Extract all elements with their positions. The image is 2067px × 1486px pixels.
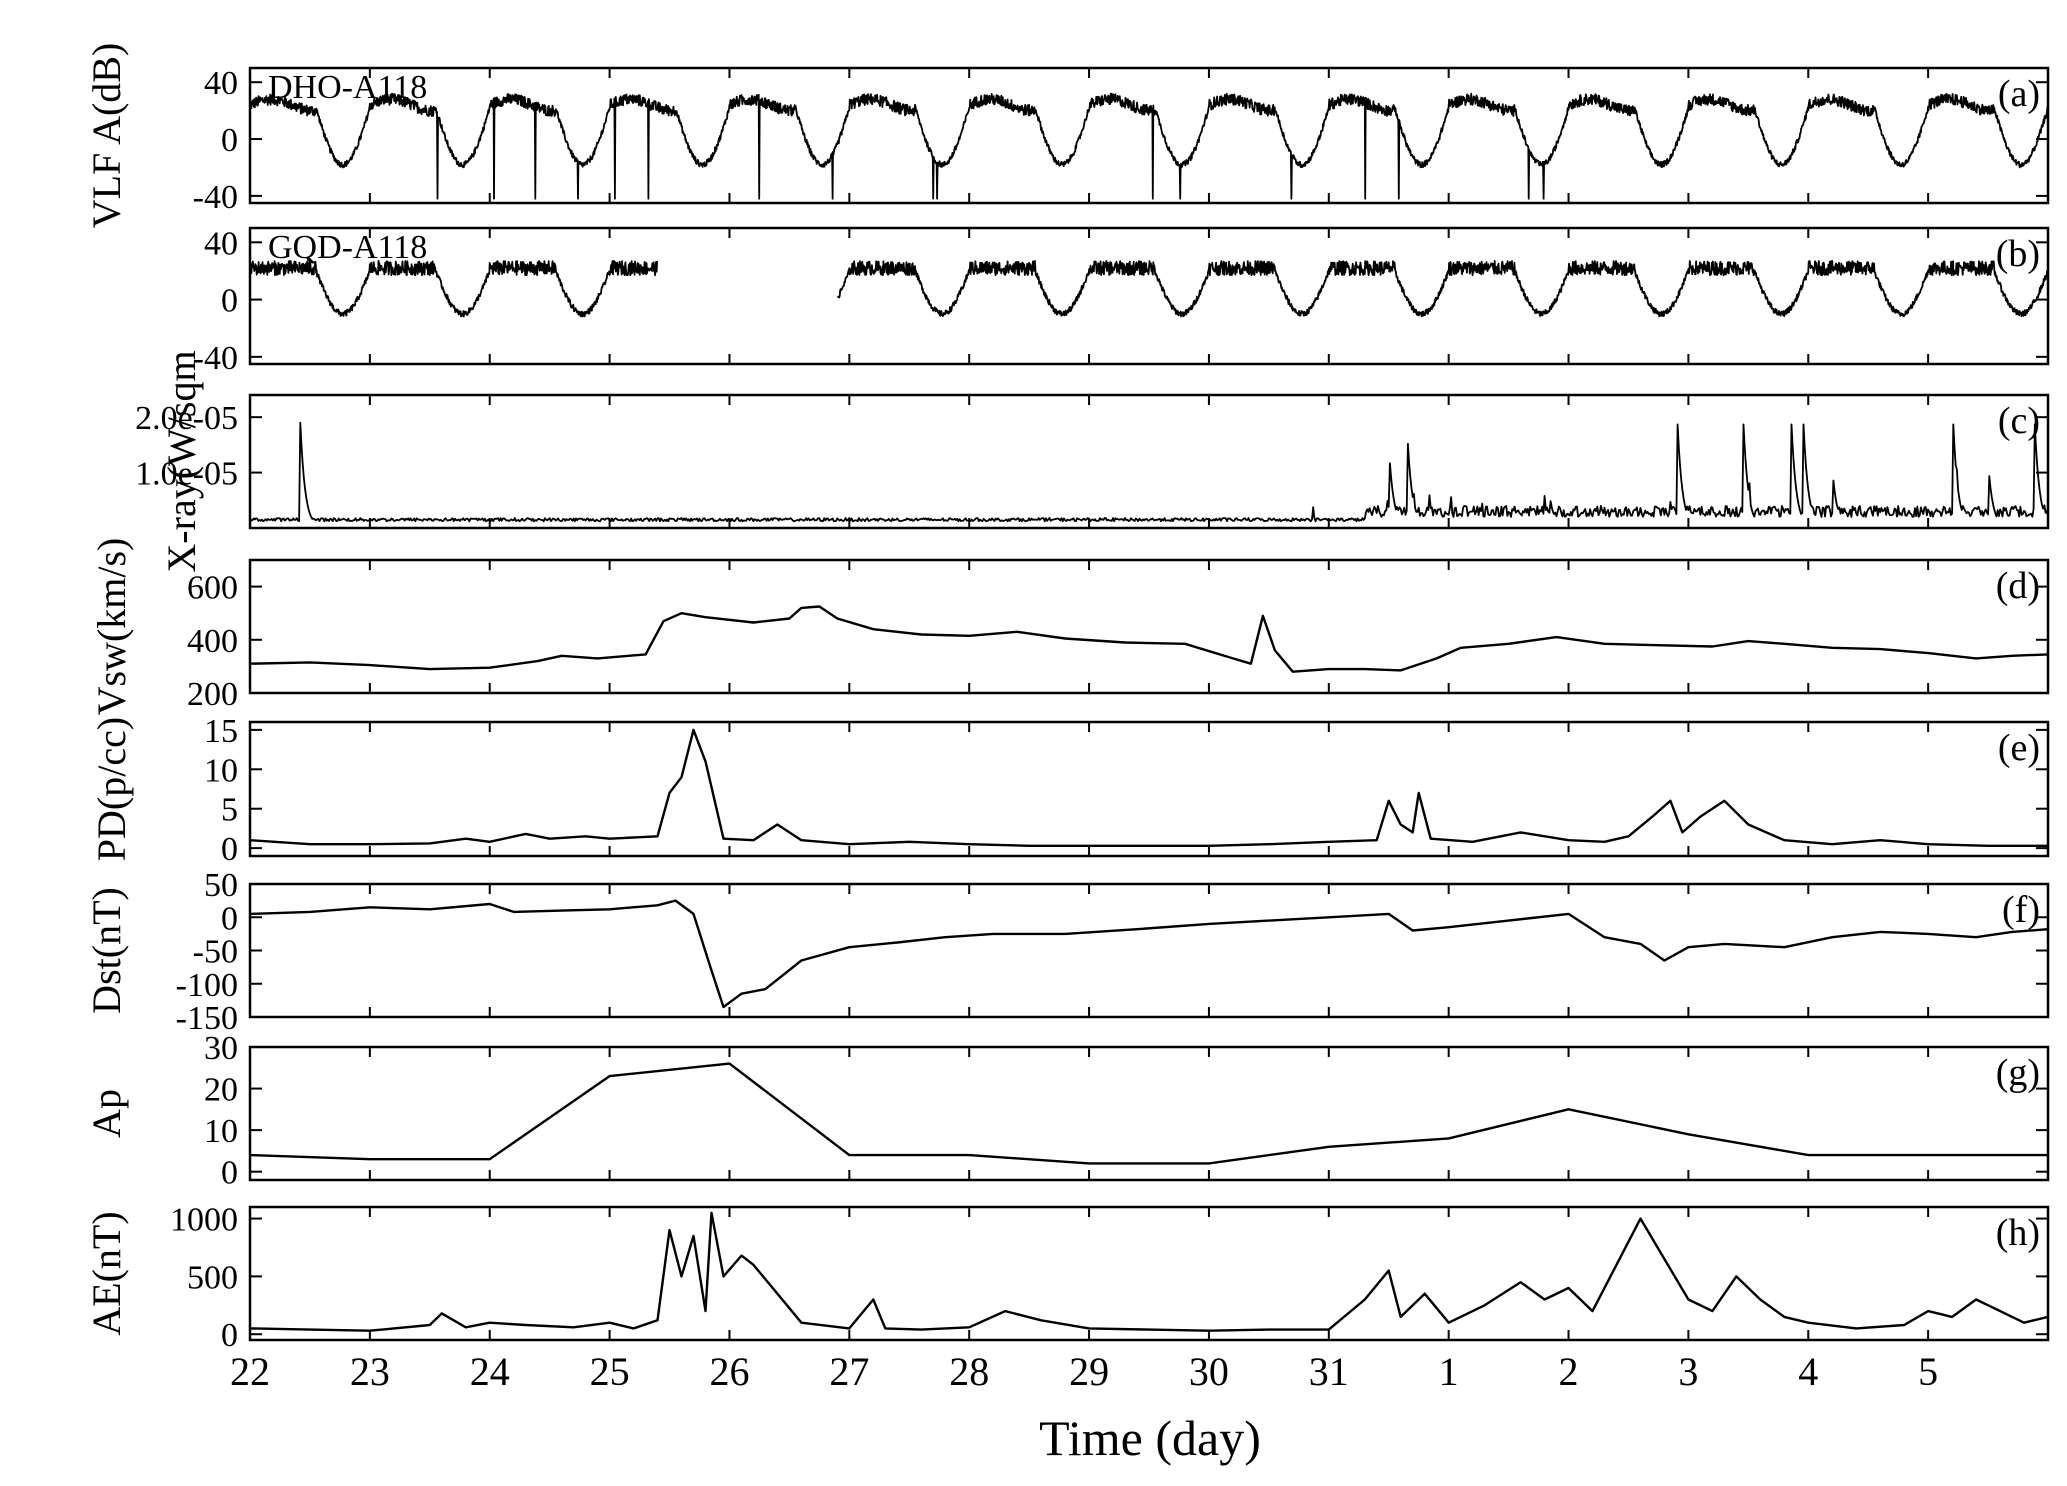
panel-c: 2.0e-05 1.0e-05 (c) X-ray(W/sqm — [135, 350, 2050, 573]
panel-frame-a — [248, 66, 2050, 205]
x-tick-label: 24 — [470, 1349, 510, 1394]
y-axis-label-e: PD(p/cc) — [89, 717, 134, 861]
panel-label-b: (b) — [1996, 233, 2040, 275]
y-tick-label: 15 — [204, 713, 238, 750]
panel-label-a: (a) — [1998, 73, 2040, 115]
panel-h: 1000 500 0 (h) AE(nT) — [84, 1202, 2050, 1354]
x-tick-label: 5 — [1918, 1349, 1938, 1394]
y-tick-label: 0 — [221, 831, 238, 868]
y-tick-label: 0 — [221, 1317, 238, 1354]
y-axis-label-h: AE(nT) — [84, 1211, 129, 1335]
x-tick-label: 30 — [1189, 1349, 1229, 1394]
x-tick-label: 29 — [1069, 1349, 1109, 1394]
panel-label-f: (f) — [2002, 889, 2040, 931]
panel-frame-e — [248, 720, 2050, 858]
panel-d: 600 400 200 (d) Vsw(km/s) — [89, 538, 2050, 716]
x-axis-title: Time (day) — [1039, 1410, 1261, 1466]
x-tick-label: 27 — [829, 1349, 869, 1394]
panel-frame-d — [248, 558, 2050, 695]
y-tick-label: -40 — [193, 340, 238, 377]
panel-label-g: (g) — [1996, 1052, 2040, 1094]
x-tick-label: 25 — [590, 1349, 630, 1394]
y-tick-label: 400 — [187, 623, 238, 660]
y-tick-label: -150 — [176, 1000, 238, 1037]
y-tick-label: 5 — [221, 792, 238, 829]
x-tick-label: 3 — [1678, 1349, 1698, 1394]
y-tick-label: 0 — [221, 283, 238, 320]
y-tick-label: 2.0e-05 — [135, 400, 238, 437]
x-tick-label: 26 — [709, 1349, 749, 1394]
y-axis-label-f: Dst(nT) — [84, 887, 129, 1014]
series-line-a — [250, 92, 2048, 200]
panel-frame-g — [248, 1045, 2050, 1182]
panel-frame-h — [248, 1205, 2050, 1342]
y-tick-label: 0 — [221, 122, 238, 159]
y-axis-label-d: Vsw(km/s) — [89, 538, 134, 716]
x-tick-label: 22 — [230, 1349, 270, 1394]
series-line-e — [250, 728, 2048, 847]
x-tick-label: 28 — [949, 1349, 989, 1394]
panel-label-c: (c) — [1998, 400, 2040, 442]
series-line-d — [250, 605, 2048, 673]
x-tick-label: 4 — [1798, 1349, 1818, 1394]
y-tick-label: 0 — [221, 1155, 238, 1192]
panel-f: 500-50-100-150 (f) Dst(nT) — [84, 867, 2050, 1037]
series-line-b — [250, 260, 2048, 318]
y-tick-label: 20 — [204, 1072, 238, 1109]
y-tick-label: 200 — [187, 676, 238, 713]
y-tick-label: 40 — [204, 65, 238, 102]
x-tick-label: 31 — [1309, 1349, 1349, 1394]
x-axis: 22 23 24 25 26 27 28 29 30 31 1 2 3 4 5 — [230, 1349, 1938, 1394]
y-tick-label: 50 — [204, 867, 238, 904]
panel-frame-f — [248, 882, 2050, 1019]
panel-b: 40 0 -40 (b) GQD-A118 — [193, 225, 2050, 377]
y-tick-label: -50 — [193, 934, 238, 971]
panel-frame-b — [248, 226, 2050, 366]
series-line-g — [250, 1062, 2048, 1165]
x-tick-label: 23 — [350, 1349, 390, 1394]
y-tick-label: -40 — [193, 179, 238, 216]
panel-label-h: (h) — [1996, 1212, 2040, 1254]
x-tick-label: 1 — [1439, 1349, 1459, 1394]
panel-g: 30 20 10 0 (g) Ap — [84, 1030, 2050, 1192]
y-tick-label: 40 — [204, 225, 238, 262]
x-tick-label: 2 — [1559, 1349, 1579, 1394]
series-line-c — [250, 421, 2048, 523]
y-tick-label: 10 — [204, 752, 238, 789]
y-axis-label-g: Ap — [84, 1089, 129, 1138]
y-tick-label: 1000 — [170, 1202, 238, 1239]
y-axis-label-c: X-ray(W/sqm — [159, 350, 204, 572]
y-tick-label: 30 — [204, 1030, 238, 1067]
y-axis-label-a: VLF A(dB) — [84, 43, 129, 229]
panel-label-e: (e) — [1998, 727, 2040, 769]
y-tick-label: -100 — [176, 967, 238, 1004]
panel-frame-c — [248, 393, 2050, 530]
panel-label-d: (d) — [1996, 565, 2040, 607]
series-line-h — [250, 1211, 2048, 1332]
y-tick-label: 500 — [187, 1259, 238, 1296]
y-tick-label: 0 — [221, 900, 238, 937]
y-tick-label: 10 — [204, 1113, 238, 1150]
series-line-f — [250, 899, 2048, 1009]
station-label-b: GQD-A118 — [268, 229, 427, 266]
y-tick-label: 600 — [187, 570, 238, 607]
y-tick-label: 1.0e-05 — [135, 456, 238, 493]
